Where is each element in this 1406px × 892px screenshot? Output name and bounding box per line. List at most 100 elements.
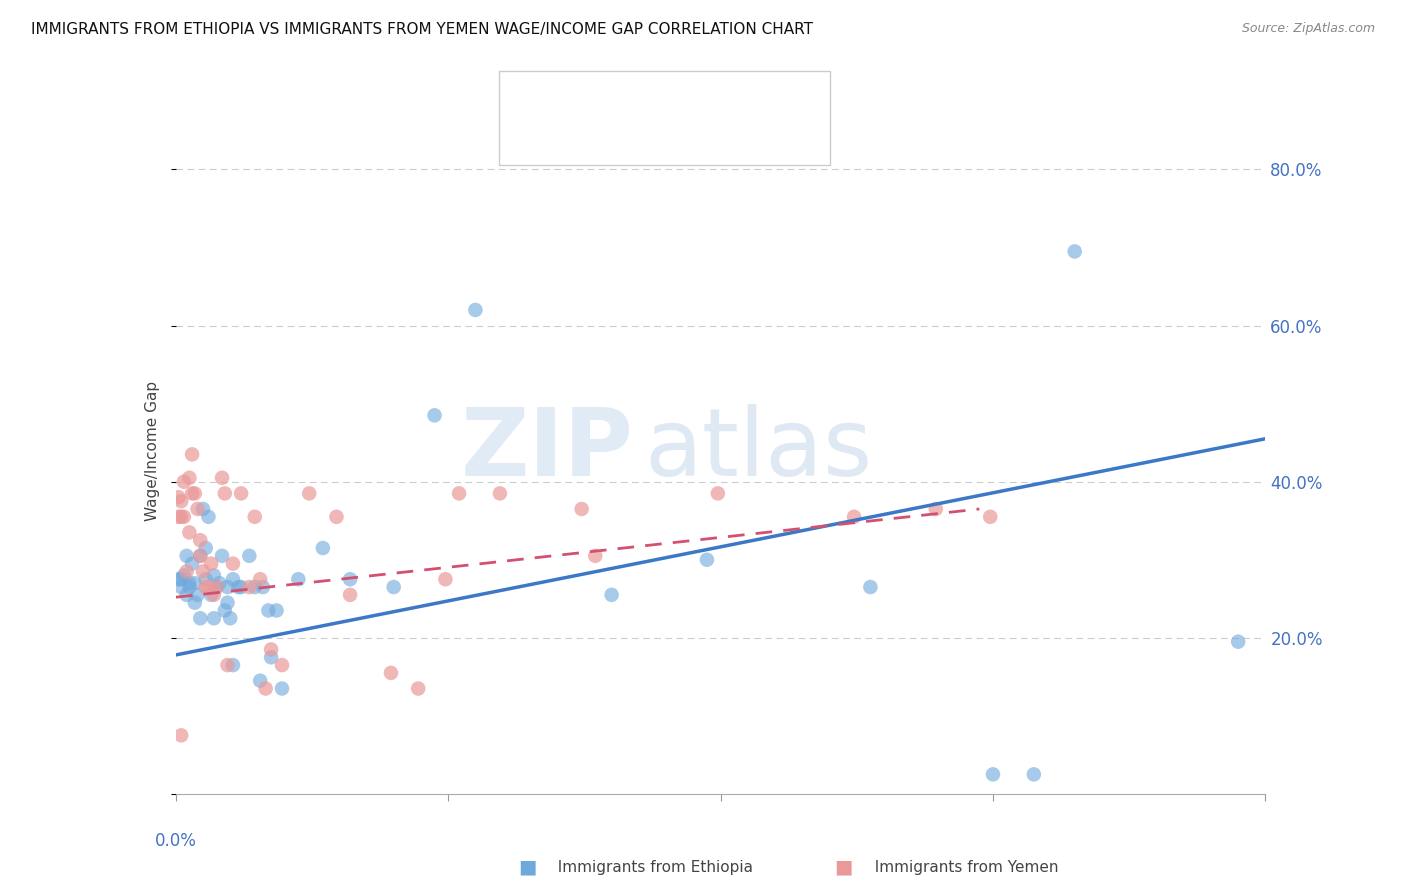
Point (260, 642, 283, 657)
Text: IMMIGRANTS FROM ETHIOPIA VS IMMIGRANTS FROM YEMEN WAGE/INCOME GAP CORRELATION CH: IMMIGRANTS FROM ETHIOPIA VS IMMIGRANTS F… (31, 22, 813, 37)
Point (170, 572, 193, 586)
FancyBboxPatch shape (509, 126, 543, 153)
Point (188, 533, 211, 548)
Point (228, 580, 250, 594)
Point (243, 580, 266, 594)
Text: Immigrants from Ethiopia: Immigrants from Ethiopia (548, 860, 754, 874)
Point (271, 658, 294, 673)
Point (842, 509, 865, 524)
Point (179, 576, 201, 591)
Point (254, 681, 277, 696)
Point (186, 502, 209, 516)
Point (1227, 634, 1250, 648)
Text: R = 0.276: R = 0.276 (553, 132, 633, 147)
Text: 0.0%: 0.0% (155, 831, 197, 850)
Point (434, 572, 457, 586)
Point (981, 767, 1004, 781)
Point (173, 475, 195, 489)
Point (211, 549, 233, 563)
Y-axis label: Wage/Income Gap: Wage/Income Gap (145, 380, 160, 521)
Point (179, 471, 201, 485)
Point (167, 572, 190, 586)
FancyBboxPatch shape (499, 71, 830, 165)
Point (222, 557, 245, 571)
Point (1063, 244, 1085, 259)
Point (181, 447, 204, 461)
Point (173, 509, 195, 524)
Point (423, 409, 446, 423)
Point (197, 580, 219, 594)
Text: Source: ZipAtlas.com: Source: ZipAtlas.com (1241, 22, 1375, 36)
Point (167, 490, 190, 504)
Point (925, 502, 948, 516)
Point (406, 681, 429, 696)
Point (188, 549, 211, 563)
Point (202, 568, 225, 582)
Point (176, 588, 198, 602)
Point (208, 576, 231, 591)
Point (271, 681, 294, 696)
Point (1022, 767, 1045, 781)
Point (238, 549, 260, 563)
Point (298, 486, 321, 500)
Point (181, 557, 204, 571)
Point (202, 611, 225, 625)
Point (173, 568, 195, 582)
Point (380, 665, 402, 680)
Point (176, 565, 198, 579)
Point (170, 728, 193, 742)
Point (260, 650, 283, 665)
Point (222, 658, 245, 673)
Point (188, 549, 211, 563)
Point (202, 588, 225, 602)
Point (222, 572, 245, 586)
Text: ■: ■ (834, 857, 853, 877)
Point (170, 494, 193, 508)
Point (287, 572, 309, 586)
Point (217, 596, 239, 610)
FancyBboxPatch shape (509, 83, 543, 111)
Point (489, 486, 512, 500)
Point (200, 588, 222, 602)
Point (219, 611, 242, 625)
Point (205, 580, 228, 594)
Point (231, 486, 253, 500)
Point (170, 580, 193, 594)
Point (191, 565, 214, 579)
Point (191, 502, 214, 516)
Point (339, 588, 361, 602)
Point (217, 580, 239, 594)
Text: ZIP: ZIP (461, 404, 633, 497)
Point (257, 603, 280, 617)
Point (200, 557, 222, 571)
Point (238, 580, 260, 594)
Point (312, 541, 335, 555)
Text: atlas: atlas (644, 404, 873, 497)
Point (231, 580, 253, 594)
Point (184, 596, 207, 610)
Point (181, 486, 204, 500)
Point (249, 572, 271, 586)
Text: ■: ■ (517, 857, 537, 877)
Point (243, 509, 266, 524)
Point (179, 580, 201, 594)
Text: N = 47: N = 47 (685, 132, 745, 147)
Point (184, 576, 207, 591)
Point (447, 486, 470, 500)
Point (859, 580, 882, 594)
Point (214, 486, 236, 500)
Point (211, 471, 233, 485)
Point (249, 673, 271, 688)
Point (179, 525, 201, 540)
Point (194, 580, 217, 594)
Point (217, 658, 239, 673)
Point (325, 509, 347, 524)
Point (176, 549, 198, 563)
Text: Immigrants from Yemen: Immigrants from Yemen (865, 860, 1059, 874)
Point (167, 509, 190, 524)
Point (194, 541, 217, 555)
Point (205, 580, 228, 594)
Point (583, 549, 606, 563)
Point (170, 509, 193, 524)
Point (214, 603, 236, 617)
